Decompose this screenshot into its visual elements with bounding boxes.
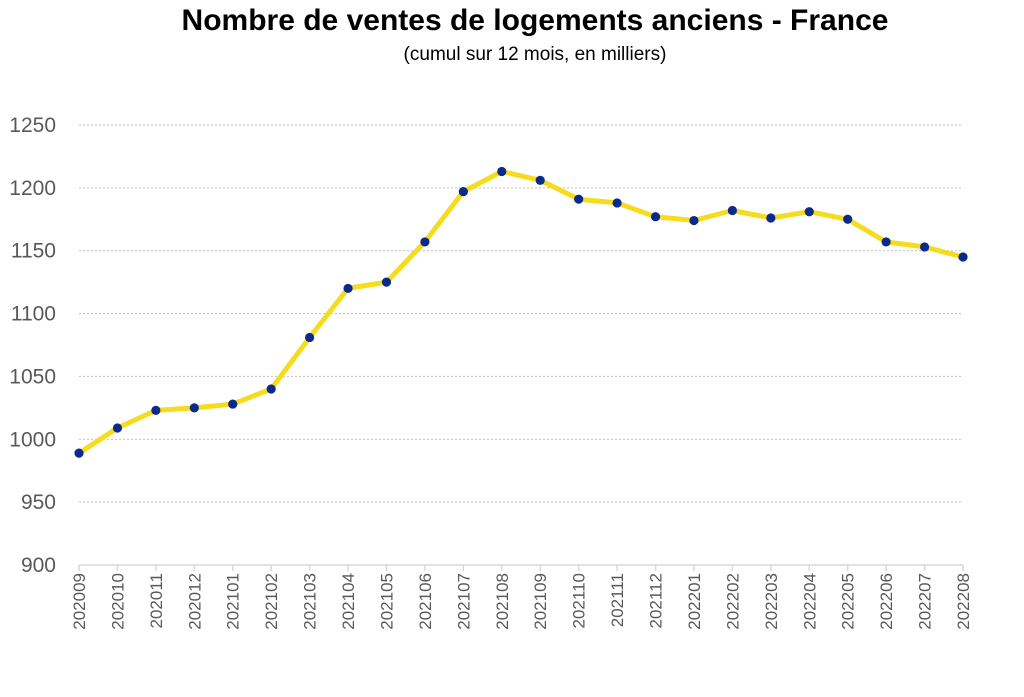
x-tick-label: 202106: [416, 573, 435, 630]
x-tick-label: 202202: [723, 573, 742, 630]
y-tick-label: 1200: [9, 177, 56, 200]
x-tick-label: 202207: [916, 573, 935, 630]
x-tick-label: 202104: [339, 573, 358, 630]
chart-title: Nombre de ventes de logements anciens - …: [181, 4, 889, 37]
data-point: [343, 283, 353, 294]
data-point: [228, 399, 238, 409]
x-tick-label: 202108: [493, 573, 512, 630]
y-tick-label: 1100: [11, 303, 56, 326]
y-tick-label: 900: [21, 554, 56, 577]
y-tick-label: 1000: [9, 428, 56, 451]
y-tick-label: 1250: [9, 114, 56, 137]
data-point: [266, 384, 276, 394]
x-tick-label: 202203: [762, 573, 781, 630]
data-point: [958, 252, 968, 262]
x-tick-label: 202102: [262, 573, 281, 630]
data-point: [151, 405, 161, 415]
x-tick-label: 202010: [108, 573, 127, 630]
x-tick-label: 202205: [839, 573, 858, 630]
x-tick-label: 202204: [800, 573, 819, 630]
x-axis: [78, 564, 964, 571]
data-point: [497, 166, 507, 177]
data-point: [535, 175, 545, 185]
x-tick-label: 202111: [608, 573, 627, 627]
x-tick-label: 202012: [185, 573, 204, 630]
y-tick-label: 950: [21, 491, 56, 514]
data-point: [689, 215, 699, 226]
x-tick-label: 202208: [954, 573, 973, 630]
y-tick-label: 1150: [11, 240, 56, 263]
data-point: [189, 403, 199, 413]
x-tick-label: 202105: [377, 573, 396, 630]
y-axis-tick-labels: 900 950 1000 1050 1100 1150 1200 1250: [9, 114, 56, 577]
data-point: [305, 332, 315, 343]
data-point: [804, 207, 814, 217]
x-tick-label: 202101: [224, 573, 243, 630]
x-tick-label: 202112: [647, 573, 666, 628]
data-point: [727, 205, 737, 216]
x-tick-label: 202110: [570, 573, 589, 628]
gridlines: [79, 124, 963, 503]
data-point: [381, 277, 392, 287]
series-line: [76, 169, 966, 456]
data-point: [919, 242, 930, 252]
x-tick-label: 202009: [70, 573, 89, 630]
x-tick-label: 202103: [301, 573, 320, 630]
series-layer: [74, 166, 968, 458]
data-point: [843, 214, 853, 224]
x-tick-label: 202201: [685, 573, 704, 630]
data-point: [420, 237, 430, 247]
data-point: [881, 237, 891, 247]
x-tick-label: 202109: [531, 573, 550, 630]
x-tick-label: 202206: [877, 573, 896, 630]
x-tick-label: 202011: [147, 573, 166, 628]
data-point: [612, 198, 622, 208]
data-point: [766, 213, 776, 223]
y-tick-label: 1050: [9, 365, 56, 388]
x-tick-label: 202107: [454, 573, 473, 630]
data-point: [650, 212, 661, 222]
data-point: [458, 187, 468, 197]
chart-subtitle: (cumul sur 12 mois, en milliers): [403, 44, 667, 65]
data-point: [112, 423, 123, 433]
data-point: [574, 194, 584, 204]
data-point: [74, 448, 84, 458]
x-axis-tick-labels: 202009 202010 202011 202012 202101 202102 2021…: [70, 573, 973, 630]
